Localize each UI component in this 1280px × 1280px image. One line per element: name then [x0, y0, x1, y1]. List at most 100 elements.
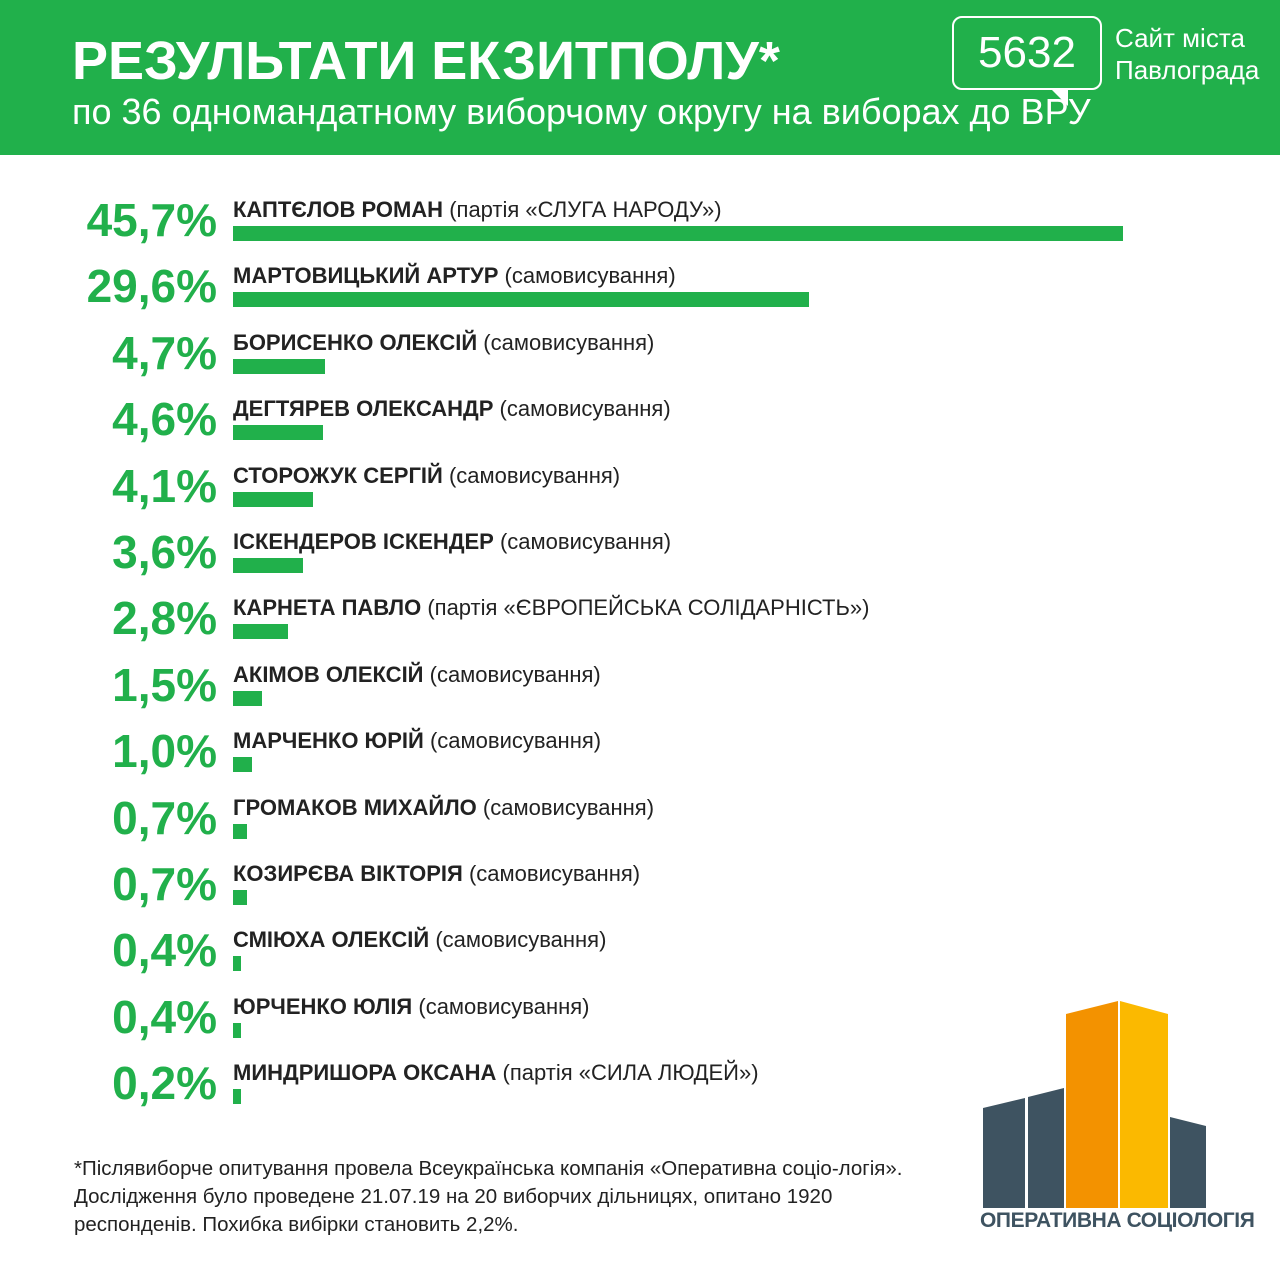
candidate-affiliation: (самовисування): [482, 794, 655, 820]
candidate-label: ДЕГТЯРЕВ ОЛЕКСАНДР (самовисування): [233, 395, 671, 423]
candidate-name: ЮРЧЕНКО ЮЛІЯ: [233, 993, 413, 1019]
candidate-name: КАРНЕТА ПАВЛО: [233, 595, 422, 621]
site-logo-number[interactable]: 5632: [952, 16, 1102, 90]
candidate-label: ІСКЕНДЕРОВ ІСКЕНДЕР (самовисування): [233, 528, 671, 556]
data-label-percent: 1,0%: [112, 725, 217, 778]
page-subtitle: по 36 одномандатному виборчому округу на…: [72, 91, 1091, 132]
candidate-label: БОРИСЕНКО ОЛЕКСІЙ (самовисування): [233, 329, 654, 357]
candidate-name: МАРЧЕНКО ЮРІЙ: [233, 728, 424, 754]
chart-row: 4,6% ДЕГТЯРЕВ ОЛЕКСАНДР (самовисування): [0, 387, 1280, 453]
chart-bar: [233, 425, 323, 441]
data-label-percent: 1,5%: [112, 658, 217, 711]
chart-bar: [233, 358, 325, 374]
header-banner: РЕЗУЛЬТАТИ ЕКЗИТПОЛУ* по 36 одномандатно…: [0, 0, 1280, 155]
candidate-affiliation: (партія «СЛУГА НАРОДУ»): [449, 197, 722, 222]
chart-bar: [233, 1089, 241, 1105]
candidate-name: МИНДРИШОРА ОКСАНА: [233, 1060, 497, 1086]
chart-bar: [233, 558, 304, 573]
site-logo-text[interactable]: Сайт міста Павлограда: [1115, 22, 1259, 86]
data-label-percent: 0,4%: [112, 924, 217, 977]
candidate-affiliation: (самовисування): [418, 993, 590, 1019]
candidate-label: ГРОМАКОВ МИХАЙЛО (самовисування): [233, 794, 654, 822]
chart-bar: [233, 292, 810, 308]
chart-row: 2,8% КАРНЕТА ПАВЛО (партія «ЄВРОПЕЙСЬКА С…: [0, 586, 1280, 652]
candidate-affiliation: (самовисування): [448, 462, 621, 488]
building-orange: [1066, 1001, 1118, 1208]
data-label-percent: 2,8%: [112, 592, 217, 645]
candidate-label: КАРНЕТА ПАВЛО (партія «ЄВРОПЕЙСЬКА СОЛІД…: [233, 594, 869, 622]
chart-row: 3,6% ІСКЕНДЕРОВ ІСКЕНДЕР (самовисування): [0, 520, 1280, 586]
building-left-2: [1028, 1088, 1064, 1208]
candidate-label: МИНДРИШОРА ОКСАНА (партія «СИЛА ЛЮДЕЙ»): [233, 1059, 759, 1087]
chart-row: 1,0% МАРЧЕНКО ЮРІЙ (самовисування): [0, 719, 1280, 785]
data-label-percent: 0,7%: [112, 858, 217, 910]
data-label-percent: 29,6%: [86, 260, 217, 313]
candidate-name: КАПТЄЛОВ РОМАН: [233, 197, 444, 222]
candidate-name: ДЕГТЯРЕВ ОЛЕКСАНДР: [233, 396, 494, 422]
candidate-label: КОЗИРЄВА ВІКТОРІЯ (самовисування): [233, 860, 640, 888]
candidate-label: МАРЧЕНКО ЮРІЙ (самовисування): [233, 727, 601, 755]
candidate-affiliation: (самовисування): [468, 861, 641, 886]
building-yellow: [1120, 1001, 1168, 1208]
chart-row: 0,4% СМІЮХА ОЛЕКСІЙ (самовисування): [0, 918, 1280, 984]
candidate-affiliation: (самовисування): [429, 661, 601, 687]
chart-bar: [233, 1022, 241, 1038]
candidate-affiliation: (самовисування): [429, 728, 602, 754]
candidate-name: БОРИСЕНКО ОЛЕКСІЙ: [233, 329, 478, 355]
data-label-percent: 45,7%: [86, 194, 217, 246]
data-label-percent: 4,1%: [112, 459, 217, 512]
chart-row: 1,5% АКІМОВ ОЛЕКСІЙ (самовисування): [0, 653, 1280, 719]
building-left-1: [983, 1098, 1025, 1208]
data-label-percent: 3,6%: [112, 526, 217, 578]
site-logo-line1: Сайт міста: [1115, 23, 1245, 53]
candidate-affiliation: (самовисування): [504, 263, 676, 289]
candidate-label: МАРТОВИЦЬКИЙ АРТУР (самовисування): [233, 262, 676, 290]
chart-row: 45,7% КАПТЄЛОВ РОМАН (партія «СЛУГА НАРОД…: [0, 188, 1280, 254]
footnote: *Післявиборче опитування провела Всеукра…: [74, 1157, 903, 1236]
candidate-label: СМІЮХА ОЛЕКСІЙ (самовисування): [233, 926, 606, 954]
chart-row: 0,7% ГРОМАКОВ МИХАЙЛО (самовисування): [0, 786, 1280, 852]
chart-bar: [233, 624, 288, 640]
data-label-percent: 4,7%: [112, 326, 217, 379]
candidate-label: СТОРОЖУК СЕРГІЙ (самовисування): [233, 462, 620, 490]
candidate-name: СТОРОЖУК СЕРГІЙ: [233, 462, 443, 488]
chart-row: 0,4% ЮРЧЕНКО ЮЛІЯ (самовисування): [0, 985, 1280, 1051]
chart-bar: [233, 956, 241, 972]
candidate-affiliation: (партія «ЄВРОПЕЙСЬКА СОЛІДАРНІСТЬ»): [427, 595, 870, 621]
candidate-name: ГРОМАКОВ МИХАЙЛО: [233, 794, 477, 820]
candidate-name: ІСКЕНДЕРОВ ІСКЕНДЕР: [233, 529, 494, 554]
chart-row: 4,7% БОРИСЕНКО ОЛЕКСІЙ (самовисування): [0, 321, 1280, 387]
candidate-label: АКІМОВ ОЛЕКСІЙ (самовисування): [233, 661, 601, 689]
candidate-affiliation: (самовисування): [483, 329, 655, 355]
candidate-name: СМІЮХА ОЛЕКСІЙ: [233, 927, 430, 953]
chart-row: 0,2% МИНДРИШОРА ОКСАНА (партія «СИЛА ЛЮДЕ…: [0, 1051, 1280, 1117]
candidate-affiliation: (самовисування): [499, 396, 671, 422]
buildings-icon: [983, 1001, 1206, 1208]
chart-bar: [233, 491, 313, 507]
chart-bar: [233, 226, 1123, 241]
data-label-percent: 0,4%: [112, 990, 217, 1043]
building-right: [1170, 1117, 1206, 1208]
chart-row: 4,1% СТОРОЖУК СЕРГІЙ (самовисування): [0, 454, 1280, 520]
brand-logo: ОПЕРАТИВНА СОЦІОЛОГІЯ: [980, 998, 1255, 1243]
data-label-percent: 4,6%: [112, 393, 217, 446]
candidate-label: КАПТЄЛОВ РОМАН (партія «СЛУГА НАРОДУ»): [233, 196, 722, 224]
page-title: РЕЗУЛЬТАТИ ЕКЗИТПОЛУ*: [72, 31, 780, 91]
candidate-affiliation: (самовисування): [499, 529, 672, 554]
candidate-name: АКІМОВ ОЛЕКСІЙ: [233, 661, 424, 687]
speech-bubble-tail-icon: [1050, 88, 1068, 106]
candidate-name: КОЗИРЄВА ВІКТОРІЯ: [233, 861, 463, 886]
chart-bar: [233, 890, 247, 905]
data-label-percent: 0,7%: [112, 791, 217, 844]
data-label-percent: 0,2%: [112, 1057, 217, 1110]
chart-row: 0,7% КОЗИРЄВА ВІКТОРІЯ (самовисування): [0, 852, 1280, 918]
chart-row: 29,6% МАРТОВИЦЬКИЙ АРТУР (самовисування): [0, 254, 1280, 320]
chart-bar: [233, 690, 263, 706]
candidate-name: МАРТОВИЦЬКИЙ АРТУР: [233, 263, 499, 289]
candidate-label: ЮРЧЕНКО ЮЛІЯ (самовисування): [233, 993, 590, 1021]
brand-name: ОПЕРАТИВНА СОЦІОЛОГІЯ: [980, 1209, 1255, 1232]
chart-bar: [233, 823, 247, 839]
candidate-affiliation: (самовисування): [435, 927, 607, 953]
chart-bar: [233, 757, 253, 773]
candidate-affiliation: (партія «СИЛА ЛЮДЕЙ»): [502, 1060, 759, 1086]
